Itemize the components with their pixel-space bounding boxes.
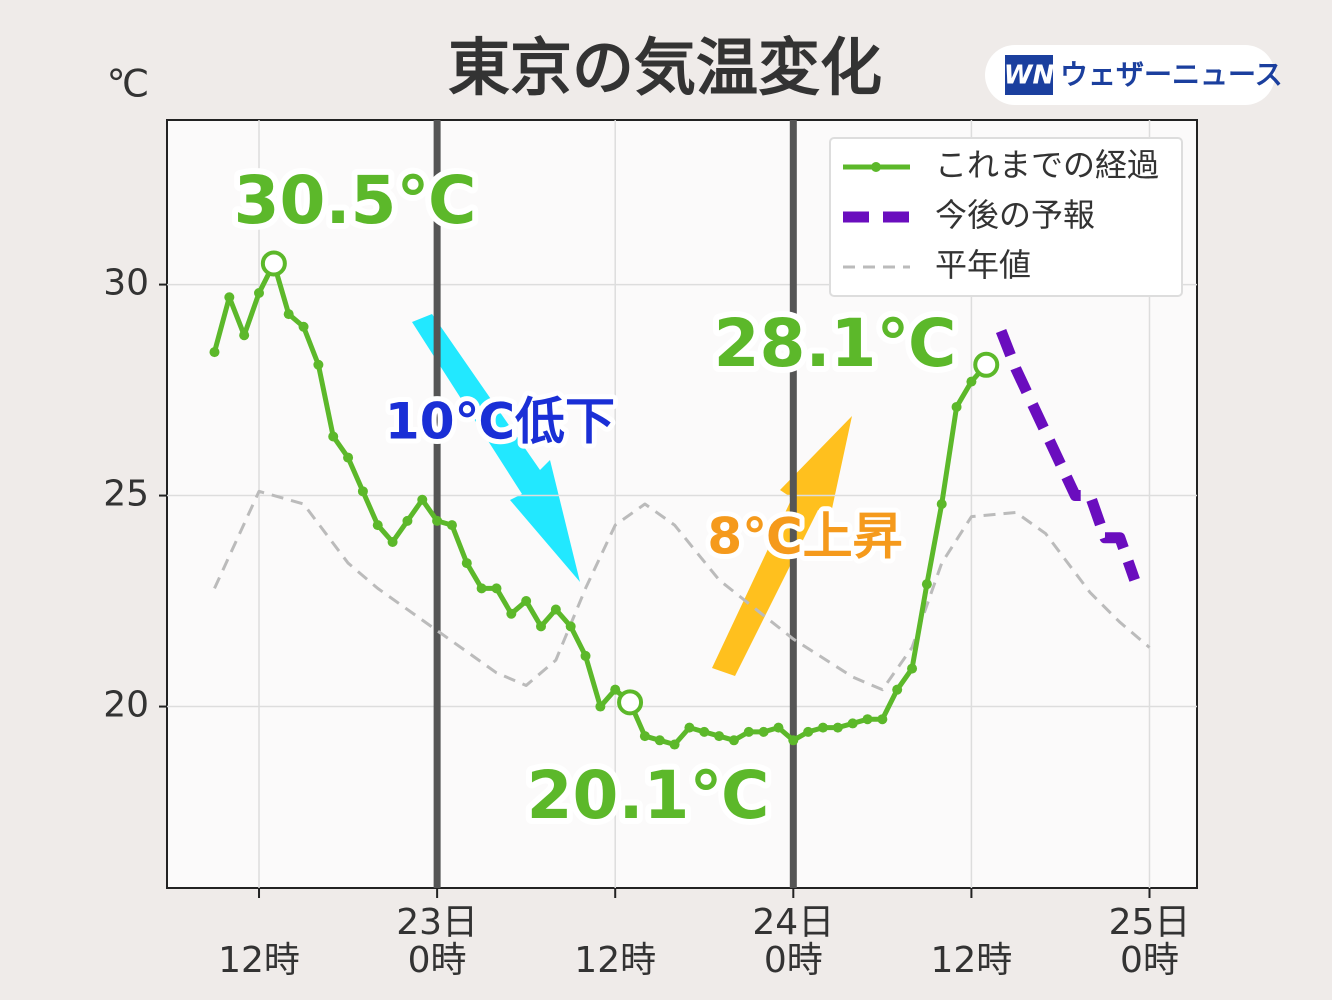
legend-box xyxy=(829,137,1183,297)
brand-name: ウェザーニュース xyxy=(1060,58,1283,91)
data-point xyxy=(565,621,576,632)
x-tick-label: 12時 xyxy=(931,940,1013,981)
data-point xyxy=(283,309,294,320)
data-point xyxy=(461,558,472,569)
down-arrow xyxy=(412,314,580,582)
data-point xyxy=(254,288,265,299)
data-point xyxy=(506,608,517,619)
data-point xyxy=(966,376,977,387)
legend-label: これまでの経過 xyxy=(935,146,1159,184)
highlight-label: 28.1℃ xyxy=(714,305,957,382)
y-tick-label: 20 xyxy=(103,685,149,726)
brand-mark-box xyxy=(1005,55,1053,95)
legend-label: 今後の予報 xyxy=(935,196,1095,234)
data-point xyxy=(699,726,710,737)
data-point xyxy=(936,499,947,509)
data-point xyxy=(476,583,487,594)
data-point xyxy=(343,452,354,463)
data-point xyxy=(550,604,561,615)
data-point xyxy=(521,596,532,607)
data-point xyxy=(313,359,324,370)
data-point xyxy=(892,684,903,695)
data-point xyxy=(595,701,606,712)
data-point xyxy=(877,714,888,725)
data-point xyxy=(610,684,621,695)
data-point xyxy=(328,431,339,442)
x-tick-label: 12時 xyxy=(218,940,300,981)
data-point xyxy=(803,726,814,737)
data-point xyxy=(743,726,754,737)
data-point xyxy=(788,735,799,746)
x-tick-label: 0時 xyxy=(408,940,467,981)
y-tick-label: 25 xyxy=(103,474,149,515)
data-point xyxy=(728,735,739,746)
y-axis-label: ℃ xyxy=(107,62,150,106)
annotation: 10℃低下 xyxy=(385,393,615,451)
highlight-marker xyxy=(973,351,1000,378)
data-point xyxy=(224,292,235,303)
data-point xyxy=(209,347,220,358)
x-tick-label: 12時 xyxy=(574,940,656,981)
x-date-label: 25日 xyxy=(1109,902,1191,943)
data-point xyxy=(491,583,502,594)
brand-mark: WN xyxy=(1004,61,1055,91)
data-point xyxy=(669,739,680,750)
data-point xyxy=(298,321,309,332)
up-arrow xyxy=(712,416,852,676)
chart-title: 東京の気温変化 xyxy=(448,31,882,104)
data-point xyxy=(921,579,932,590)
legend-marker xyxy=(871,162,881,172)
data-point xyxy=(817,722,828,733)
data-point xyxy=(684,722,695,733)
x-tick-label: 0時 xyxy=(1120,940,1179,981)
highlight-label: 30.5℃ xyxy=(234,162,477,239)
data-point xyxy=(639,731,650,742)
data-point xyxy=(446,520,457,531)
data-point xyxy=(654,735,665,746)
data-point xyxy=(417,494,428,505)
annotation: 8℃上昇 xyxy=(707,508,902,566)
data-point xyxy=(773,722,784,733)
legend-label: 平年値 xyxy=(935,246,1031,284)
data-point xyxy=(832,722,843,733)
series-line xyxy=(995,328,1140,582)
data-point xyxy=(951,401,962,412)
x-date-label: 24日 xyxy=(752,902,834,943)
data-point xyxy=(580,650,591,661)
brand-badge xyxy=(985,45,1275,105)
x-tick-label: 0時 xyxy=(764,940,823,981)
y-tick-label: 30 xyxy=(103,263,149,304)
data-point xyxy=(372,520,383,531)
highlight-marker xyxy=(617,689,644,716)
data-point xyxy=(714,731,725,742)
data-point xyxy=(907,663,918,674)
x-date-label: 23日 xyxy=(396,902,478,943)
data-point xyxy=(432,515,443,526)
data-point xyxy=(862,714,873,725)
series-line xyxy=(213,489,1151,692)
highlight-label: 20.1℃ xyxy=(527,757,770,834)
data-point xyxy=(239,330,250,341)
data-point xyxy=(847,718,858,729)
highlight-marker xyxy=(260,250,287,277)
data-point xyxy=(536,621,547,632)
data-point xyxy=(402,515,413,526)
data-point xyxy=(758,726,769,737)
data-point xyxy=(357,486,368,497)
data-point xyxy=(387,536,398,547)
